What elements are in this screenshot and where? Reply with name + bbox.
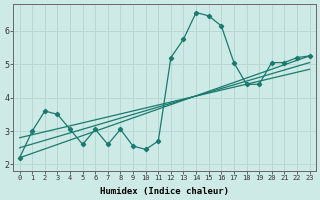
X-axis label: Humidex (Indice chaleur): Humidex (Indice chaleur) xyxy=(100,187,229,196)
